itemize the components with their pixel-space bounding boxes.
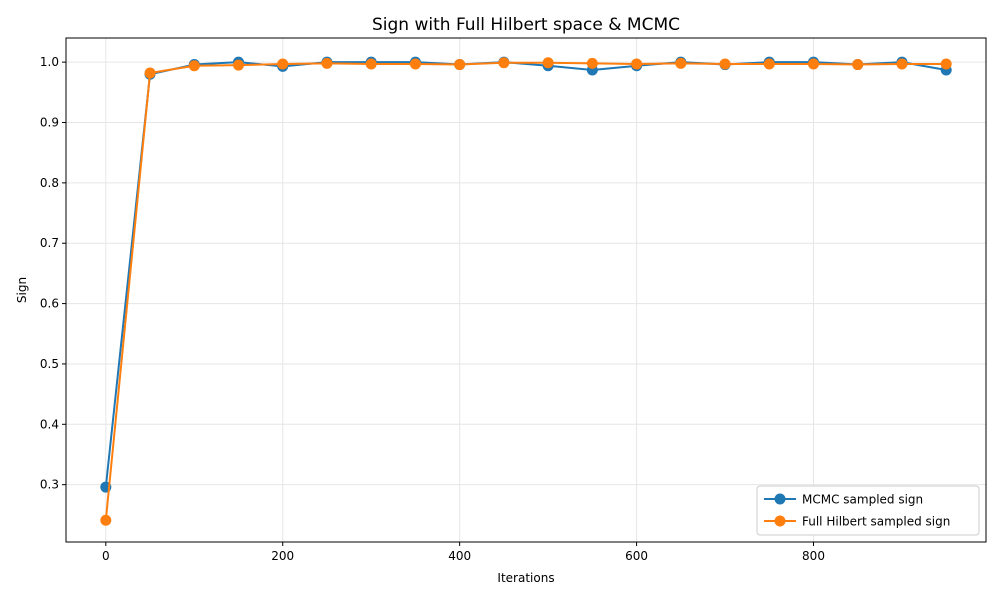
series-line-full-hilbert xyxy=(104,61,947,521)
data-point-full-hilbert xyxy=(321,57,333,69)
legend: MCMC sampled sign Full Hilbert sampled s… xyxy=(756,485,980,536)
y-tick-label: 0.7 xyxy=(40,236,59,250)
x-tick-label: 400 xyxy=(448,549,471,563)
tick-layer: 0 200 400 600 800 0.3 0.4 0.5 0.6 0.7 0.8 0.9 1.0 xyxy=(40,55,825,563)
data-point-full-hilbert xyxy=(365,58,377,70)
x-tick-label: 800 xyxy=(802,549,825,563)
y-tick-label: 0.6 xyxy=(40,297,59,311)
legend-label-mcmc: MCMC sampled sign xyxy=(802,493,923,507)
data-point-full-hilbert xyxy=(277,58,289,70)
data-point-full-hilbert xyxy=(542,57,554,69)
series-full-hilbert xyxy=(100,57,952,526)
y-tick-label: 0.8 xyxy=(40,176,59,190)
y-tick-label: 0.5 xyxy=(40,357,59,371)
data-point-full-hilbert xyxy=(188,60,200,72)
data-point-full-hilbert xyxy=(233,59,244,71)
data-point-full-hilbert xyxy=(763,58,775,70)
data-point-full-hilbert xyxy=(631,58,643,70)
legend-box xyxy=(756,485,980,536)
series-layer xyxy=(100,56,952,526)
data-point-full-hilbert xyxy=(144,67,156,79)
y-tick-label: 0.3 xyxy=(40,478,59,492)
data-point-full-hilbert xyxy=(100,514,112,526)
data-point-full-hilbert xyxy=(852,59,864,71)
data-point-full-hilbert xyxy=(940,58,952,70)
data-point-full-hilbert xyxy=(808,58,819,70)
x-tick-label: 200 xyxy=(271,549,294,563)
x-tick-label: 600 xyxy=(625,549,648,563)
data-point-full-hilbert xyxy=(586,57,598,69)
y-tick-label: 1.0 xyxy=(40,55,59,69)
plot-frame xyxy=(65,37,987,543)
y-tick-label: 0.4 xyxy=(40,417,59,431)
grid-layer xyxy=(66,38,986,542)
legend-label-full-hilbert: Full Hilbert sampled sign xyxy=(802,515,950,529)
series-line-mcmc xyxy=(104,61,947,488)
legend-marker-mcmc xyxy=(774,493,786,505)
data-point-full-hilbert xyxy=(719,58,731,70)
chart-title: Sign with Full Hilbert space & MCMC xyxy=(372,15,680,35)
data-point-full-hilbert xyxy=(454,59,466,71)
y-tick-label: 0.9 xyxy=(40,116,59,130)
data-point-full-hilbert xyxy=(896,58,908,70)
legend-marker-full-hilbert xyxy=(774,515,786,527)
y-axis-label: Sign xyxy=(15,277,29,303)
x-axis-label: Iterations xyxy=(497,571,554,585)
data-point-full-hilbert xyxy=(409,58,421,70)
data-point-full-hilbert xyxy=(498,57,510,69)
x-tick-label: 0 xyxy=(102,549,110,563)
data-point-full-hilbert xyxy=(675,57,687,69)
